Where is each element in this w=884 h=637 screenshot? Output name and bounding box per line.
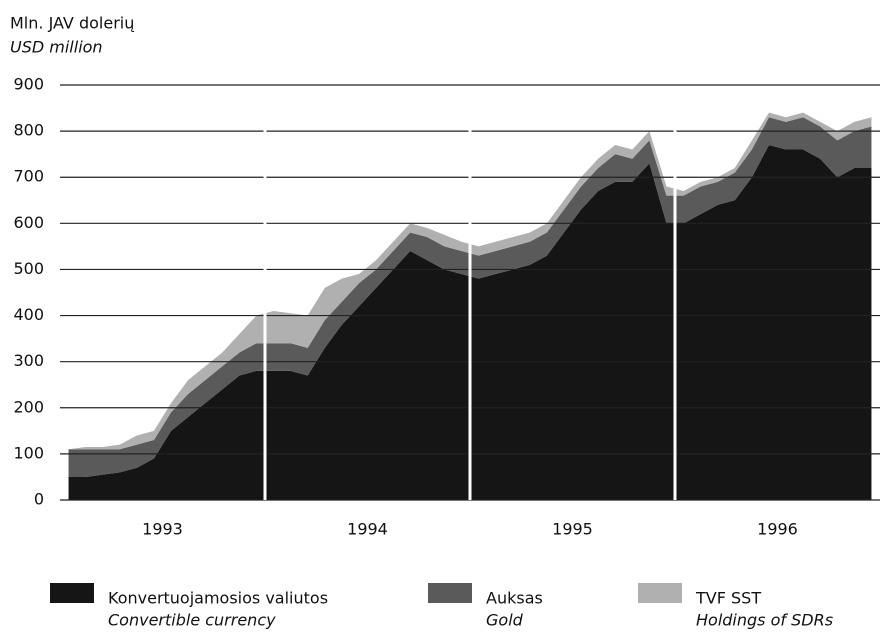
- y-tick-label: 300: [13, 351, 44, 370]
- y-tick-label: 200: [13, 397, 44, 416]
- y-axis-label: Mln. JAV dolerių: [10, 14, 134, 33]
- y-tick-label: 800: [13, 121, 44, 140]
- legend-swatch: [638, 583, 682, 603]
- x-tick-label: 1994: [347, 520, 388, 539]
- y-tick-label: 0: [34, 490, 44, 509]
- area: [68, 117, 872, 477]
- legend-swatch: [428, 583, 472, 603]
- legend-label: Konvertuojamosios valiutos: [108, 589, 328, 608]
- x-tick-label: 1995: [552, 520, 593, 539]
- y-tick-label: 400: [13, 305, 44, 324]
- legend-label: Auksas: [486, 589, 543, 608]
- legend-label-en: Convertible currency: [108, 611, 276, 630]
- legend-label-en: Holdings of SDRs: [696, 611, 833, 630]
- x-tick-label: 1993: [142, 520, 183, 539]
- y-tick-label: 500: [13, 259, 44, 278]
- legend-label-en: Gold: [486, 611, 524, 630]
- legend-swatch: [50, 583, 94, 603]
- legend-label: TVF SST: [695, 589, 761, 608]
- y-tick-label: 100: [13, 443, 44, 462]
- y-axis-label-en: USD million: [10, 38, 103, 57]
- x-tick-label: 1996: [757, 520, 798, 539]
- y-tick-label: 900: [13, 75, 44, 94]
- y-tick-label: 700: [13, 167, 44, 186]
- y-tick-label: 600: [13, 213, 44, 232]
